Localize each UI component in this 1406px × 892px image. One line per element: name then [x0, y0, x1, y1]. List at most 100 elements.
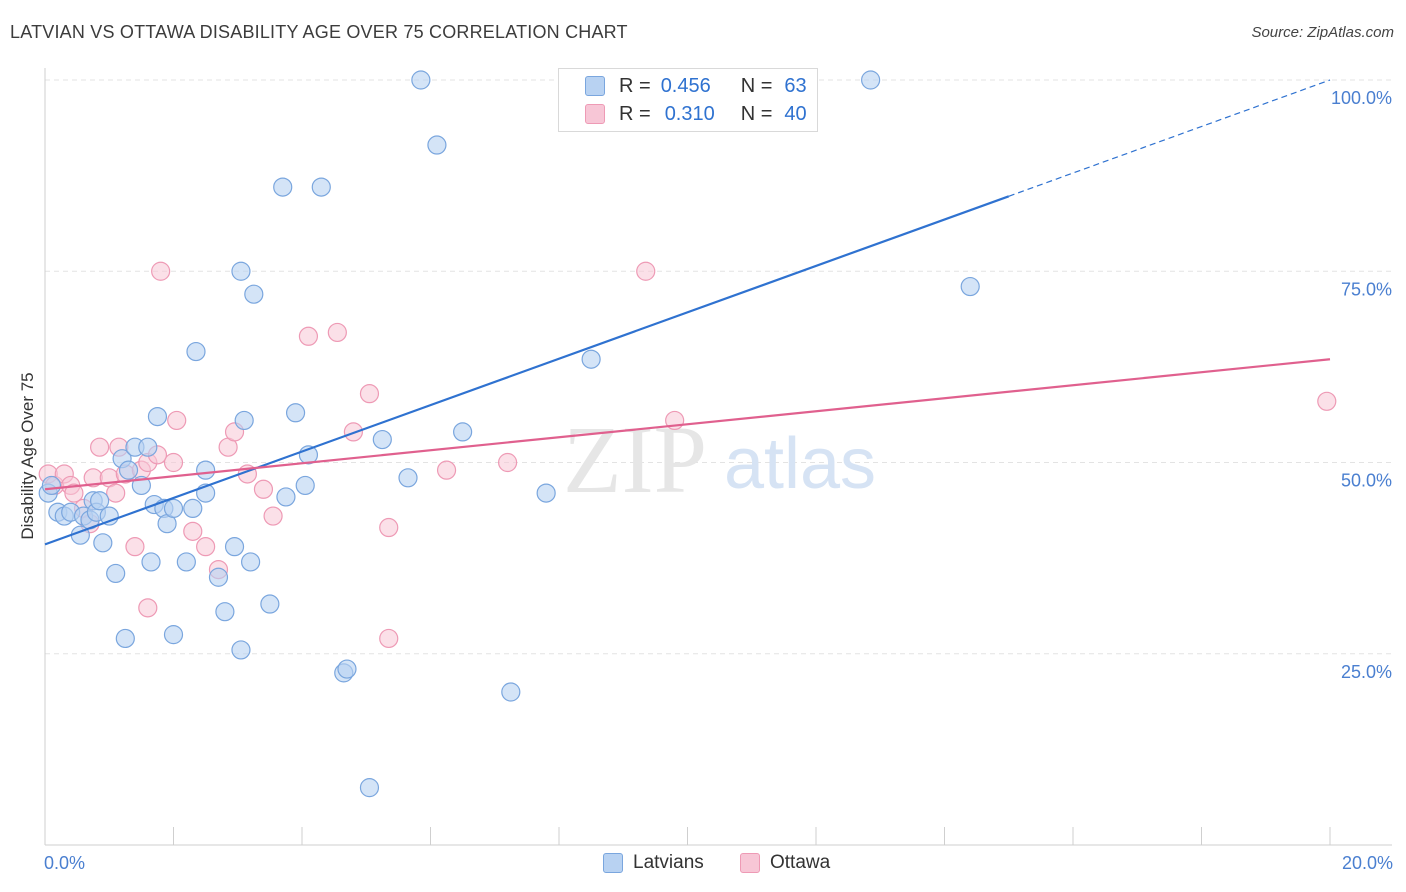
- latvians-point[interactable]: [186, 341, 206, 362]
- latvians-point[interactable]: [295, 475, 315, 496]
- x-tick-label-max: 20.0%: [1342, 853, 1393, 873]
- latvians-n-value: 63: [784, 74, 807, 97]
- latvians-point[interactable]: [581, 349, 601, 369]
- source-label: Source: ZipAtlas.com: [1251, 24, 1394, 41]
- latvians-point[interactable]: [244, 284, 264, 304]
- latvians-point[interactable]: [453, 422, 473, 442]
- latvians-point[interactable]: [115, 628, 135, 649]
- latvians-point[interactable]: [106, 563, 126, 584]
- latvians-point[interactable]: [359, 778, 380, 798]
- legend-item-ottawa[interactable]: Ottawa: [740, 852, 830, 874]
- legend-item-latvians[interactable]: Latvians: [603, 852, 704, 874]
- ottawa-point[interactable]: [151, 261, 171, 281]
- ottawa-n-label: N =: [740, 102, 773, 125]
- latvians-point[interactable]: [234, 410, 254, 431]
- ottawa-point[interactable]: [183, 521, 203, 541]
- latvians-n-label: N =: [740, 74, 773, 97]
- latvians-trendline-extension: [1008, 79, 1331, 197]
- tick-labels: 25.0% 50.0% 75.0% 100.0% 0.0% 20.0%: [44, 88, 1393, 873]
- ottawa-point[interactable]: [90, 437, 110, 457]
- chart-title: LATVIAN VS OTTAWA DISABILITY AGE OVER 75…: [10, 22, 628, 42]
- y-tick-label: 75.0%: [1341, 279, 1392, 299]
- latvians-point[interactable]: [183, 498, 203, 518]
- stats-legend: R = 0.456 N = 63 R = 0.310 N = 40: [558, 68, 818, 132]
- latvians-swatch: [585, 76, 605, 96]
- latvians-point[interactable]: [411, 70, 431, 90]
- ottawa-point[interactable]: [1317, 391, 1337, 411]
- latvians-r-value: 0.456: [660, 74, 711, 97]
- ottawa-point[interactable]: [379, 517, 399, 538]
- ottawa-legend-swatch: [740, 853, 760, 873]
- latvians-point[interactable]: [176, 552, 196, 572]
- ottawa-point[interactable]: [163, 452, 184, 473]
- ottawa-point[interactable]: [253, 479, 274, 499]
- latvians-point[interactable]: [960, 276, 980, 297]
- latvians-trendline: [44, 195, 1010, 546]
- ottawa-point[interactable]: [263, 506, 283, 526]
- bottom-legend: Latvians Ottawa: [0, 852, 1406, 878]
- latvians-point[interactable]: [208, 567, 229, 587]
- ottawa-point[interactable]: [636, 261, 656, 281]
- x-tick-label-min: 0.0%: [44, 853, 85, 873]
- latvians-point[interactable]: [141, 552, 161, 572]
- latvians-point[interactable]: [41, 475, 62, 496]
- latvians-point[interactable]: [147, 407, 168, 427]
- ottawa-point[interactable]: [436, 460, 457, 480]
- watermark-zip: ZIP: [563, 406, 707, 513]
- latvians-point[interactable]: [215, 602, 235, 622]
- latvians-point[interactable]: [196, 460, 216, 480]
- ottawa-trendline: [44, 358, 1331, 491]
- latvians-point[interactable]: [163, 625, 184, 645]
- ottawa-swatch: [585, 104, 605, 124]
- latvians-legend-swatch: [603, 853, 623, 873]
- latvians-point[interactable]: [118, 460, 139, 480]
- ottawa-point[interactable]: [498, 452, 518, 473]
- latvians-legend-label: Latvians: [633, 852, 704, 873]
- ottawa-point[interactable]: [125, 537, 145, 557]
- latvians-point[interactable]: [90, 491, 110, 511]
- latvians-r-label: R =: [619, 74, 651, 97]
- latvians-point[interactable]: [861, 70, 881, 90]
- y-tick-label: 100.0%: [1331, 88, 1392, 108]
- legend-row-ottawa: R = 0.310 N = 40: [559, 100, 807, 128]
- ottawa-point[interactable]: [298, 326, 319, 346]
- ottawa-point[interactable]: [138, 598, 158, 618]
- ottawa-point[interactable]: [327, 322, 347, 343]
- axes-layer: [44, 68, 1392, 846]
- latvians-point[interactable]: [260, 594, 280, 614]
- y-tick-label: 25.0%: [1341, 662, 1392, 682]
- latvians-point[interactable]: [231, 261, 251, 281]
- latvians-point[interactable]: [231, 640, 251, 660]
- latvians-point[interactable]: [224, 537, 245, 557]
- latvians-point[interactable]: [276, 487, 296, 507]
- latvians-point[interactable]: [311, 177, 331, 197]
- latvians-point[interactable]: [536, 483, 556, 503]
- latvians-point[interactable]: [138, 437, 158, 457]
- ottawa-point[interactable]: [196, 537, 216, 557]
- latvians-point[interactable]: [398, 468, 418, 488]
- latvians-point[interactable]: [241, 552, 261, 572]
- ottawa-r-value: 0.310: [664, 102, 715, 125]
- legend-row-latvians: R = 0.456 N = 63: [559, 72, 807, 100]
- latvians-point[interactable]: [285, 403, 306, 423]
- ottawa-point[interactable]: [167, 410, 187, 431]
- watermark-atlas: atlas: [724, 424, 876, 504]
- latvians-point[interactable]: [337, 659, 357, 679]
- ottawa-point[interactable]: [106, 483, 126, 503]
- latvians-point[interactable]: [273, 177, 293, 197]
- latvians-points: [38, 70, 980, 798]
- latvians-point[interactable]: [501, 682, 521, 702]
- ottawa-point[interactable]: [379, 628, 399, 649]
- latvians-point[interactable]: [372, 429, 392, 450]
- latvians-point[interactable]: [427, 135, 447, 155]
- latvians-point[interactable]: [163, 498, 184, 518]
- ottawa-n-value: 40: [784, 102, 807, 125]
- latvians-point[interactable]: [93, 533, 113, 553]
- ottawa-legend-label: Ottawa: [770, 852, 831, 873]
- ottawa-point[interactable]: [359, 384, 380, 404]
- ottawa-r-label: R =: [619, 102, 651, 125]
- y-axis-title: Disability Age Over 75: [18, 372, 37, 540]
- y-tick-label: 50.0%: [1341, 471, 1392, 491]
- ottawa-point[interactable]: [64, 483, 84, 503]
